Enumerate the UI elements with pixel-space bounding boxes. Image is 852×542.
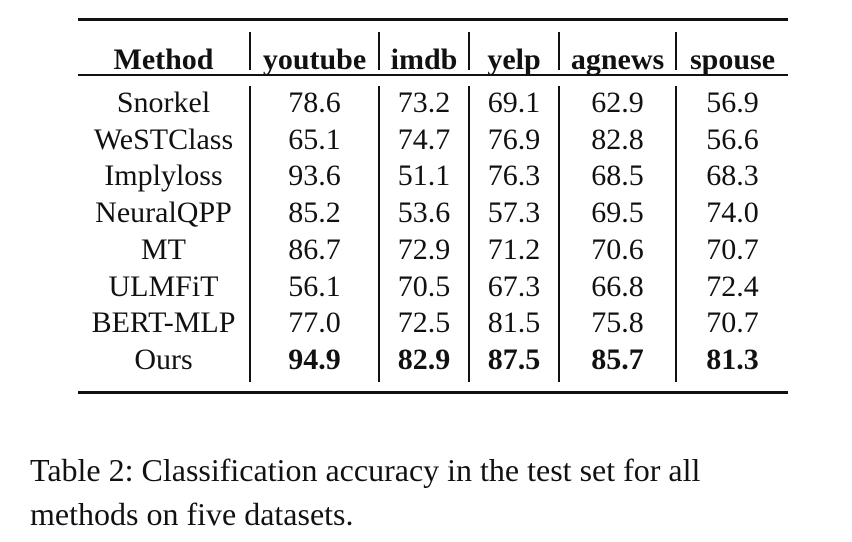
score-cell: 53.6: [397, 196, 451, 229]
score-cell: 69.5: [591, 196, 644, 229]
score-cell: 67.3: [487, 270, 541, 303]
method-cell: NeuralQPP: [95, 196, 232, 229]
header-separator: [378, 32, 380, 70]
score-cell: 74.7: [397, 123, 451, 156]
score-cell: 85.7: [591, 343, 644, 376]
score-cell: 75.8: [591, 306, 644, 339]
score-cell: 66.8: [591, 270, 644, 303]
bottom-rule: [78, 391, 788, 394]
column-separator: [378, 86, 380, 382]
score-cell: 57.3: [487, 196, 541, 229]
method-cell: WeSTClass: [93, 123, 234, 156]
score-cell: 74.0: [706, 196, 759, 229]
method-cell: Implyloss: [104, 159, 223, 192]
score-cell: 72.4: [706, 270, 759, 303]
header-youtube: youtube: [262, 43, 367, 76]
score-cell: 56.6: [706, 123, 759, 156]
column-separator: [558, 86, 560, 382]
score-cell: 70.7: [706, 306, 759, 339]
method-cell: ULMFiT: [108, 270, 219, 303]
method-cell: MT: [141, 233, 186, 266]
top-rule: [78, 18, 788, 21]
table-caption: Table 2: Classification accuracy in the …: [30, 448, 830, 536]
score-cell: 81.3: [706, 343, 759, 376]
method-cell: BERT-MLP: [91, 306, 236, 339]
score-cell: 73.2: [397, 86, 451, 119]
score-cell: 72.9: [397, 233, 451, 266]
score-cell: 68.5: [591, 159, 644, 192]
column-separator: [249, 86, 251, 382]
score-cell: 87.5: [487, 343, 541, 376]
header-separator: [558, 32, 560, 70]
method-cell: Snorkel: [116, 86, 211, 119]
score-cell: 86.7: [288, 233, 341, 266]
score-cell: 65.1: [288, 123, 341, 156]
header-agnews: agnews: [570, 43, 665, 76]
score-cell: 70.7: [706, 233, 759, 266]
score-cell: 69.1: [487, 86, 541, 119]
score-cell: 78.6: [288, 86, 341, 119]
column-separator: [468, 86, 470, 382]
score-cell: 70.5: [397, 270, 451, 303]
method-cell: Ours: [134, 343, 193, 376]
score-cell: 82.9: [397, 343, 451, 376]
header-yelp: yelp: [487, 43, 541, 76]
column-separator: [675, 86, 677, 382]
score-cell: 82.8: [591, 123, 644, 156]
results-table: Method youtube imdb yelp agnews spouse S…: [78, 18, 788, 394]
score-cell: 51.1: [397, 159, 451, 192]
score-cell: 62.9: [591, 86, 644, 119]
score-cell: 76.9: [487, 123, 541, 156]
score-cell: 56.9: [706, 86, 759, 119]
header-rule: [78, 74, 788, 76]
score-cell: 68.3: [706, 159, 759, 192]
score-cell: 94.9: [288, 343, 341, 376]
score-cell: 85.2: [288, 196, 341, 229]
score-cell: 70.6: [591, 233, 644, 266]
score-cell: 76.3: [487, 159, 541, 192]
score-cell: 93.6: [288, 159, 341, 192]
header-separator: [675, 32, 677, 70]
score-cell: 56.1: [288, 270, 341, 303]
score-cell: 71.2: [487, 233, 541, 266]
caption-line: Table 2: Classification accuracy in the …: [30, 452, 701, 488]
header-method: Method: [113, 43, 214, 76]
score-cell: 72.5: [397, 306, 451, 339]
header-imdb: imdb: [390, 43, 458, 76]
score-cell: 77.0: [288, 306, 341, 339]
header-spouse: spouse: [689, 43, 776, 76]
header-separator: [249, 32, 251, 70]
caption-line: methods on five datasets.: [30, 496, 354, 532]
header-separator: [468, 32, 470, 70]
score-cell: 81.5: [487, 306, 541, 339]
